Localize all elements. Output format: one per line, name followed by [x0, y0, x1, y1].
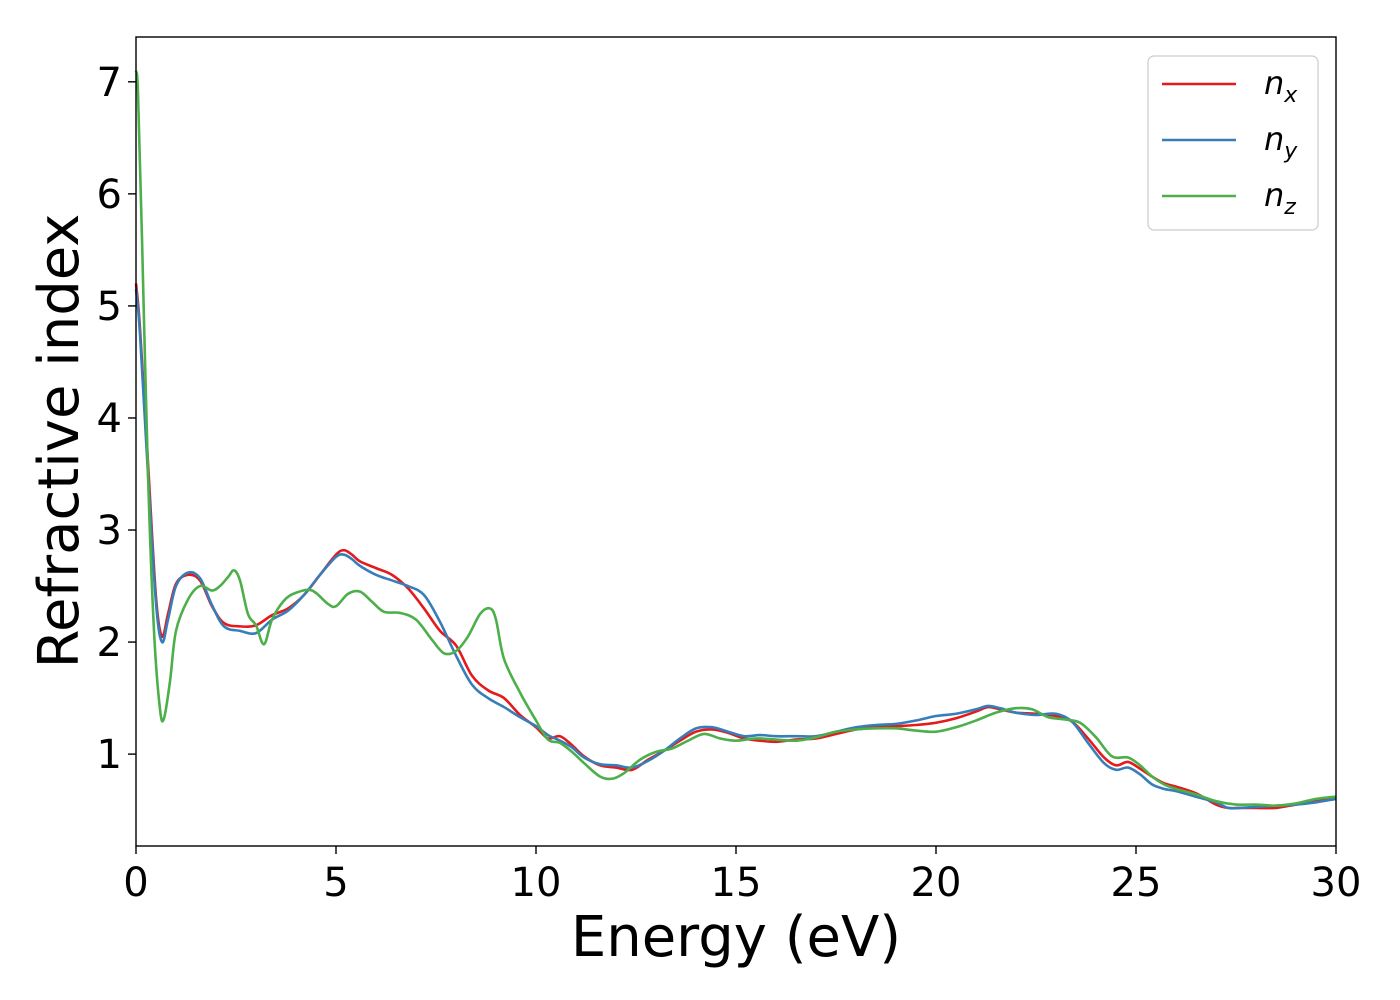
y-tick-label: 7 [97, 60, 122, 106]
y-axis-title: Refractive index [27, 214, 92, 669]
y-tick-label: 6 [97, 172, 122, 218]
x-tick-label: 25 [1111, 860, 1162, 906]
y-tick-label: 5 [97, 284, 122, 330]
y-axis: 1 2 3 4 5 6 7 [97, 60, 136, 778]
x-axis: 0 5 10 15 20 25 30 [123, 846, 1361, 906]
y-tick-label: 1 [97, 732, 122, 778]
x-tick-label: 5 [323, 860, 348, 906]
legend-label-z: nz [1264, 176, 1296, 220]
legend-label-subscript: z [1283, 195, 1296, 220]
x-tick-label: 15 [711, 860, 762, 906]
legend-label-y: ny [1264, 120, 1298, 164]
legend-label-subscript: x [1283, 83, 1298, 108]
legend-label-main: n [1264, 120, 1284, 158]
x-tick-label: 20 [911, 860, 962, 906]
y-tick-label: 2 [97, 620, 122, 666]
series-line-z [134, 70, 1337, 807]
x-tick-label: 10 [511, 860, 562, 906]
legend-label-main: n [1264, 176, 1284, 214]
x-tick-label: 30 [1311, 860, 1362, 906]
x-tick-label: 0 [123, 860, 148, 906]
series-line-y [134, 288, 1337, 810]
x-axis-title: Energy (eV) [571, 905, 901, 970]
legend-label-main: n [1264, 64, 1284, 102]
series-layer [134, 70, 1337, 810]
legend-label-subscript: y [1283, 139, 1298, 164]
legend-label-x: nx [1264, 64, 1298, 108]
legend-box [1147, 55, 1319, 231]
y-tick-label: 4 [97, 396, 122, 442]
y-tick-label: 3 [97, 508, 122, 554]
